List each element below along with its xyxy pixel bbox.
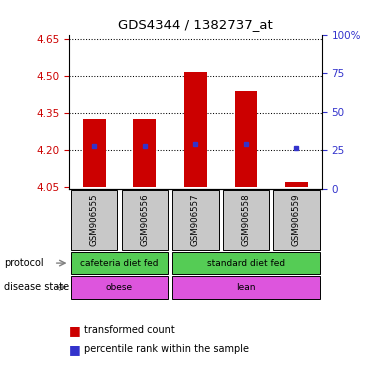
Bar (133, 119, 156, 187)
FancyBboxPatch shape (121, 190, 168, 250)
Text: GSM906556: GSM906556 (140, 194, 149, 247)
FancyBboxPatch shape (71, 252, 168, 274)
FancyBboxPatch shape (71, 190, 118, 250)
FancyBboxPatch shape (172, 252, 320, 274)
FancyBboxPatch shape (273, 190, 320, 250)
Bar (234, 91, 257, 187)
Text: GSM906557: GSM906557 (191, 194, 200, 247)
Text: GSM906559: GSM906559 (292, 194, 301, 246)
Text: disease state: disease state (4, 282, 69, 292)
Bar (184, 72, 207, 187)
FancyBboxPatch shape (223, 190, 269, 250)
Text: protocol: protocol (4, 258, 43, 268)
FancyBboxPatch shape (71, 276, 168, 298)
FancyBboxPatch shape (172, 190, 219, 250)
Title: GDS4344 / 1382737_at: GDS4344 / 1382737_at (118, 18, 273, 31)
Text: cafeteria diet fed: cafeteria diet fed (80, 258, 159, 268)
FancyBboxPatch shape (172, 276, 320, 298)
Bar (285, 182, 308, 187)
Bar (83, 119, 106, 187)
Text: GSM906558: GSM906558 (241, 194, 250, 247)
Text: percentile rank within the sample: percentile rank within the sample (84, 344, 249, 354)
Text: lean: lean (236, 283, 255, 292)
Text: obese: obese (106, 283, 133, 292)
Text: ■: ■ (69, 324, 81, 337)
Text: transformed count: transformed count (84, 325, 175, 335)
Text: GSM906555: GSM906555 (90, 194, 99, 247)
Text: standard diet fed: standard diet fed (207, 258, 285, 268)
Text: ■: ■ (69, 343, 81, 356)
